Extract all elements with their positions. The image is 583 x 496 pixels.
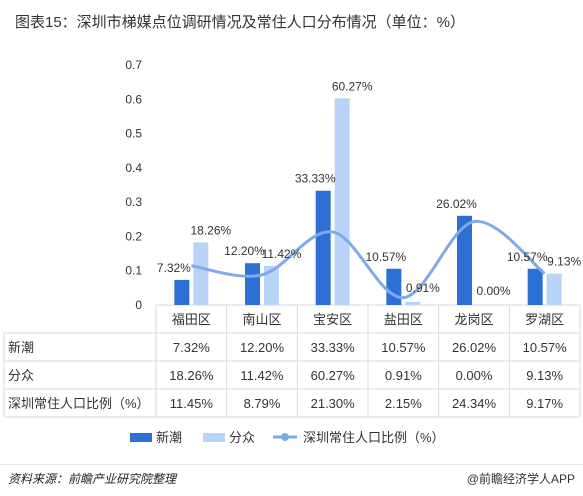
data-label-fenzhong: 60.27% [332, 79, 373, 93]
table-cell: 60.27% [311, 368, 356, 383]
y-tick-label: 0.4 [125, 161, 142, 175]
bar-fenzhong [334, 98, 350, 305]
x-category-label: 宝安区 [313, 312, 352, 327]
table-cell: 10.57% [523, 340, 568, 355]
population-line [191, 220, 546, 300]
footer-divider [0, 464, 583, 465]
bar-fenzhong [193, 242, 209, 305]
table-cell: 8.79% [244, 396, 281, 411]
y-tick-label: 0.3 [125, 195, 142, 209]
table-cell: 12.20% [240, 340, 285, 355]
table-cell: 11.42% [240, 368, 284, 383]
data-label-fenzhong: 0.00% [476, 284, 510, 298]
legend-swatch [203, 433, 225, 442]
table-cell: 11.45% [170, 396, 214, 411]
table-cell: 33.33% [311, 340, 356, 355]
y-tick-label: 0.1 [125, 264, 142, 278]
data-label-fenzhong: 0.91% [406, 281, 440, 295]
y-tick-label: 0.5 [125, 127, 142, 141]
bar-xinchao [457, 215, 472, 305]
x-category-label: 罗湖区 [525, 312, 564, 327]
y-tick-label: 0.7 [125, 58, 142, 72]
table-cell: 0.00% [456, 368, 493, 383]
table-row-label: 分众 [8, 368, 34, 383]
x-category-label: 盐田区 [384, 312, 423, 327]
x-category-label: 龙岗区 [454, 312, 493, 327]
data-table [3, 305, 581, 418]
bar-xinchao [315, 190, 331, 305]
y-tick-label: 0.6 [125, 92, 142, 106]
table-cell: 18.26% [169, 368, 214, 383]
x-category-label: 南山区 [242, 312, 281, 327]
y-tick-label: 0 [135, 298, 142, 312]
data-label-fenzhong: 18.26% [190, 223, 231, 237]
bar-xinchao [527, 268, 543, 305]
bar-xinchao [245, 263, 260, 305]
table-cell: 9.17% [526, 396, 563, 411]
y-tick-label: 0.2 [125, 229, 142, 243]
brand-credit: @前瞻经济学人APP [466, 472, 575, 486]
legend-label: 新潮 [156, 430, 182, 445]
data-label-xinchao: 12.20% [224, 244, 265, 258]
data-label-fenzhong: 9.13% [547, 255, 581, 269]
legend-swatch [130, 433, 152, 442]
table-cell: 26.02% [452, 340, 497, 355]
bar-fenzhong [405, 301, 421, 305]
data-label-xinchao: 10.57% [365, 250, 406, 264]
table-cell: 2.15% [385, 396, 422, 411]
table-cell: 21.30% [311, 396, 356, 411]
chart-title: 图表15：深圳市梯媒点位调研情况及常住人口分布情况（单位：%） [15, 14, 466, 31]
table-row-label: 新潮 [8, 340, 34, 355]
table-cell: 24.34% [452, 396, 497, 411]
table-cell: 0.91% [385, 368, 422, 383]
bar-fenzhong [546, 273, 562, 305]
table-row-label: 深圳常住人口比例（%） [8, 396, 150, 411]
legend-label: 分众 [229, 430, 255, 445]
x-category-label: 福田区 [172, 312, 211, 327]
data-label-xinchao: 7.32% [157, 261, 191, 275]
bar-xinchao [386, 268, 402, 305]
table-cell: 9.13% [526, 368, 563, 383]
source-note: 资料来源：前瞻产业研究院整理 [8, 472, 177, 486]
legend-marker [281, 433, 289, 441]
legend-label: 深圳常住人口比例（%） [303, 430, 445, 445]
data-label-fenzhong: 11.42% [262, 247, 302, 261]
data-label-xinchao: 26.02% [436, 197, 477, 211]
data-label-xinchao: 33.33% [295, 172, 336, 186]
bar-fenzhong [264, 265, 279, 305]
bar-xinchao [174, 279, 190, 305]
data-label-xinchao: 10.57% [507, 250, 548, 264]
table-cell: 10.57% [381, 340, 426, 355]
legend [130, 433, 297, 442]
table-cell: 7.32% [173, 340, 210, 355]
